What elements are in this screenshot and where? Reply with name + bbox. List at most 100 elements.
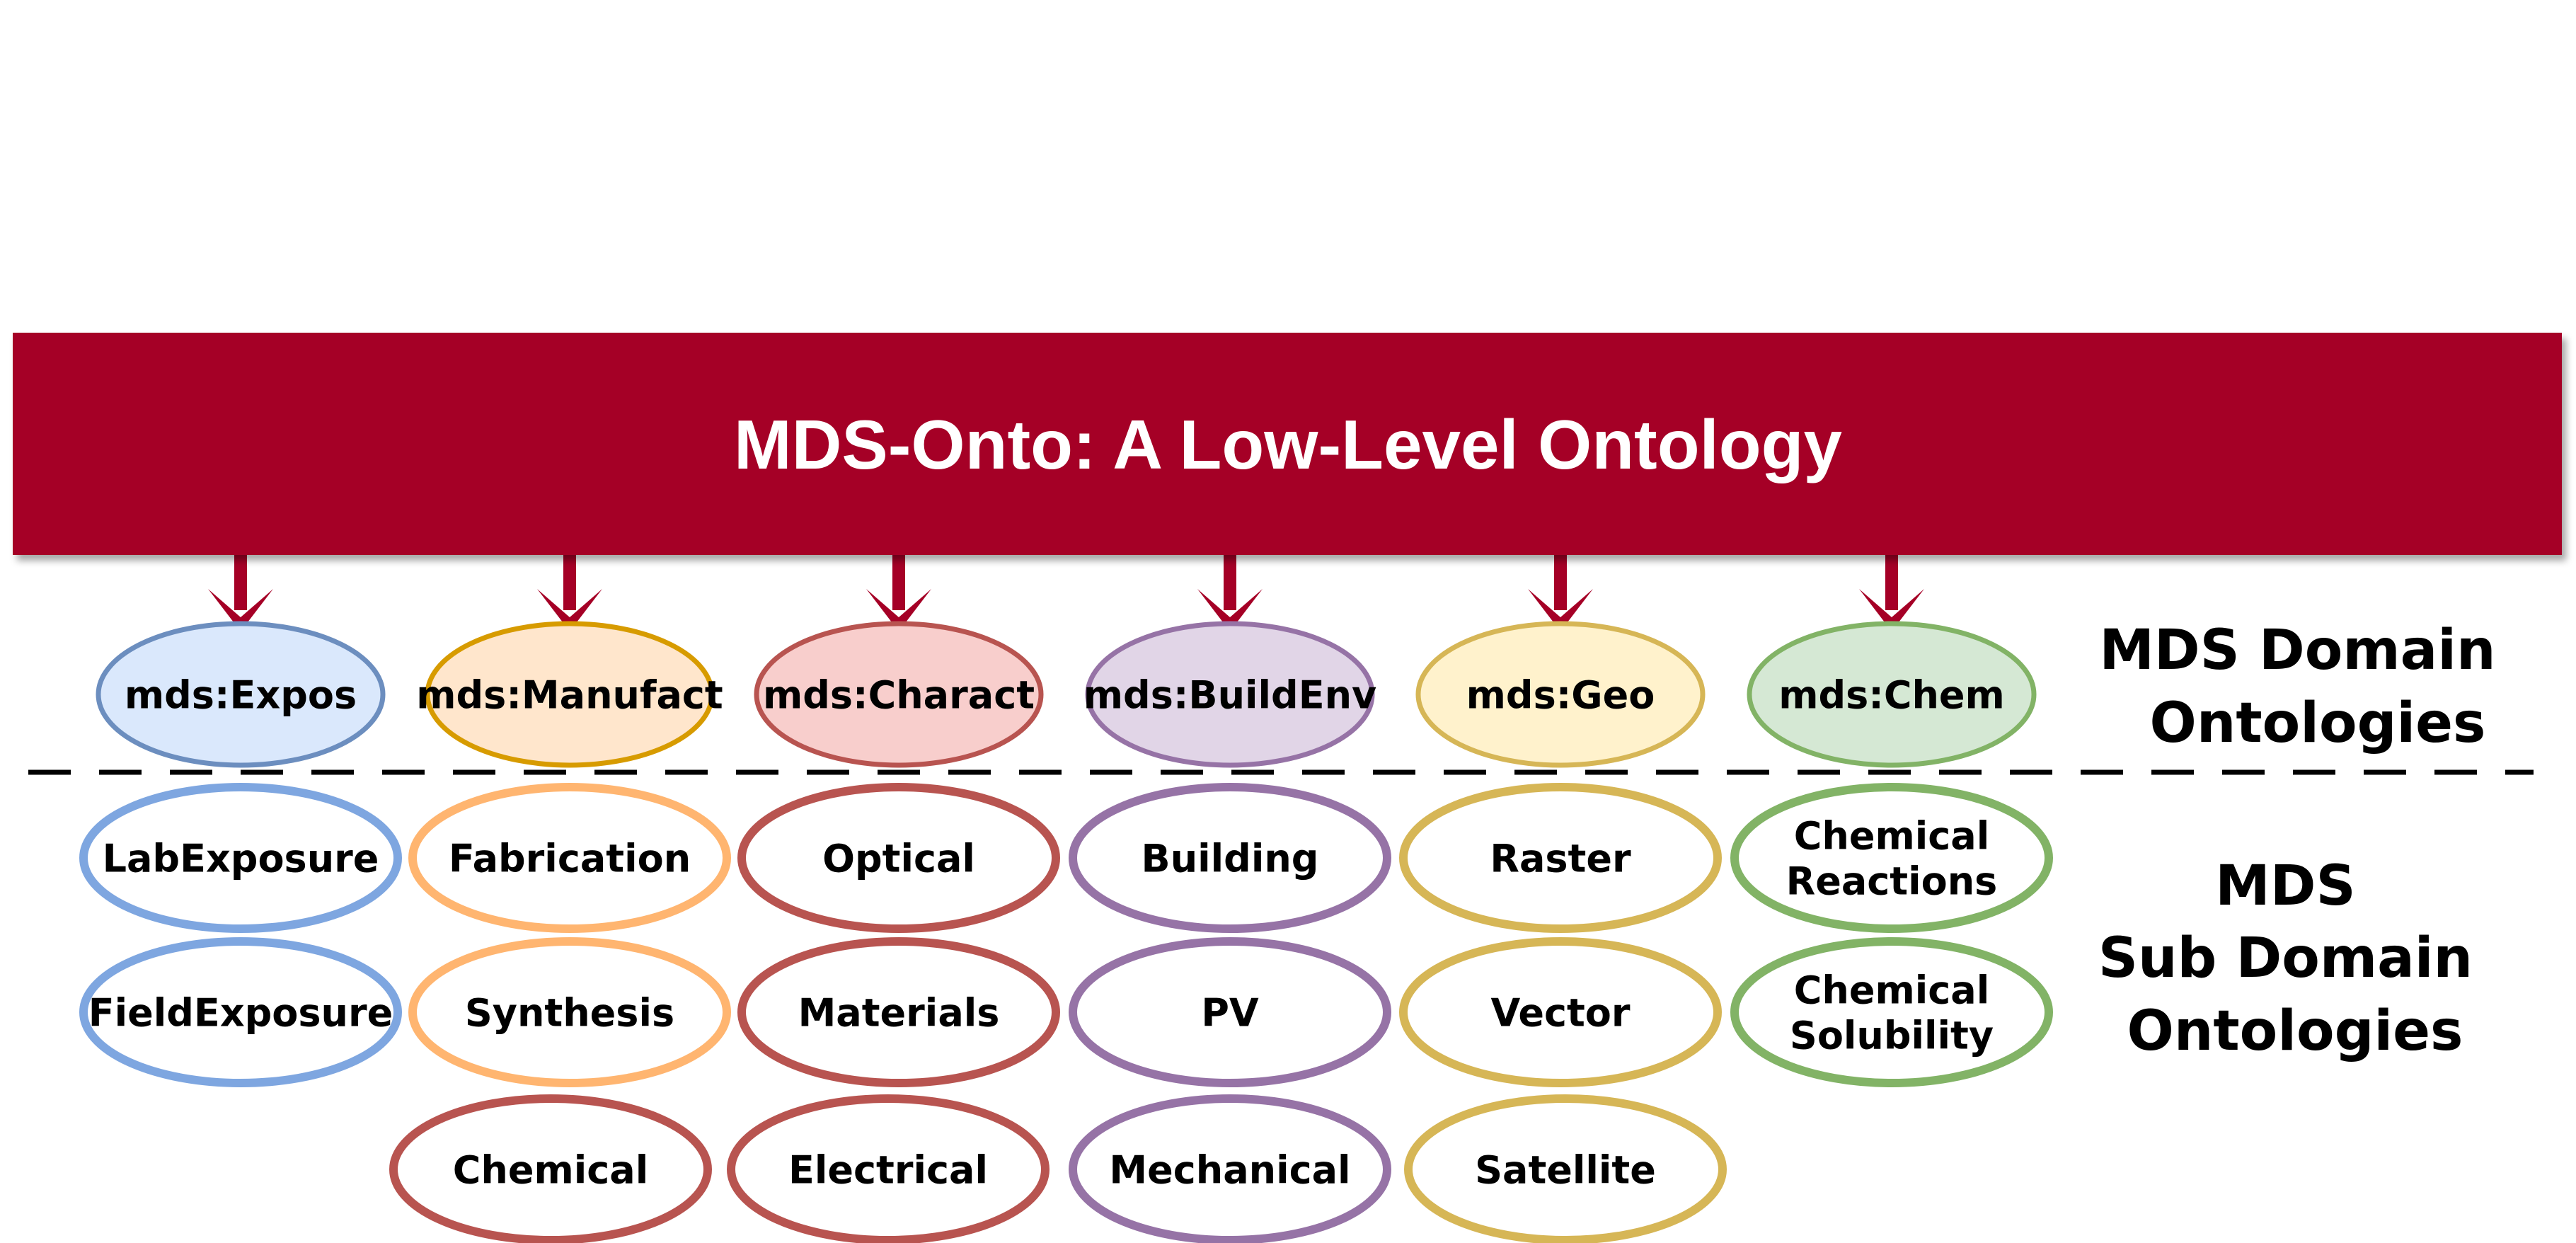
- subdomain-label: Synthesis: [465, 990, 674, 1035]
- subdomain-label-line: Fabrication: [449, 836, 691, 881]
- domain-ellipse: [425, 621, 715, 768]
- subdomain-label-line: Chemical: [1794, 968, 1989, 1013]
- domain-side-label-line: MDS Domain: [2099, 619, 2495, 682]
- arrow-mds-manufact: [537, 552, 602, 631]
- domain-label-line: mds:BuildEnv: [1083, 672, 1376, 717]
- subdomain-label: LabExposure: [103, 836, 379, 881]
- subdomain-label-line: Raster: [1490, 836, 1631, 881]
- subdomain-ellipse: [408, 937, 731, 1087]
- arrow-shaft: [1224, 552, 1236, 610]
- domain-node-mds-buildenv[interactable]: mds:BuildEnv: [1083, 621, 1376, 768]
- subdomain-label-line: PV: [1201, 990, 1259, 1035]
- domain-label: mds:Manufact: [416, 672, 723, 717]
- domain-ellipse: [1415, 621, 1706, 768]
- subdomain-node-electrical[interactable]: Electrical: [727, 1094, 1050, 1243]
- subdomain-node-building[interactable]: Building: [1069, 783, 1391, 933]
- subdomain-ellipse: [1730, 783, 2053, 933]
- subdomain-ellipse: [79, 783, 402, 933]
- domain-side-label-line: Ontologies: [2150, 692, 2486, 755]
- subdomain-label: FieldExposure: [88, 990, 393, 1035]
- subdomain-label-line: Optical: [822, 836, 975, 881]
- subdomain-label: Vector: [1490, 990, 1630, 1035]
- subdomain-label-line: Chemical: [1794, 814, 1989, 859]
- subdomain-side-label: MDS Sub Domain Ontologies: [2098, 854, 2492, 1063]
- subdomain-label: Mechanical: [1109, 1147, 1350, 1192]
- subdomain-ellipse: [1069, 937, 1391, 1087]
- subdomain-node-fieldexposure[interactable]: FieldExposure: [79, 937, 402, 1087]
- subdomain-ellipse: [737, 783, 1060, 933]
- subdomain-node-vector[interactable]: Vector: [1399, 937, 1722, 1087]
- subdomain-node-optical[interactable]: Optical: [737, 783, 1060, 933]
- subdomain-label-line: Satellite: [1475, 1147, 1656, 1192]
- subdomain-ellipse: [389, 1094, 712, 1243]
- subdomain-label: Chemical: [453, 1147, 648, 1192]
- ontology-banner: [13, 333, 2562, 555]
- arrow-mds-geo: [1528, 552, 1593, 631]
- subdomain-ellipse: [737, 937, 1060, 1087]
- domain-node-mds-geo[interactable]: mds:Geo: [1415, 621, 1706, 768]
- domain-label: mds:Charact: [763, 672, 1035, 717]
- subdomain-ellipse: [79, 937, 402, 1087]
- subdomain-ellipse: [1404, 1094, 1727, 1243]
- subdomain-node-chemical-reactions[interactable]: Chemical Reactions: [1730, 783, 2053, 933]
- subdomain-ellipse: [1069, 1094, 1391, 1243]
- domain-side-label: MDS Domain Ontologies: [2099, 619, 2514, 755]
- subdomain-node-satellite[interactable]: Satellite: [1404, 1094, 1727, 1243]
- subdomain-label: Satellite: [1475, 1147, 1656, 1192]
- banner-title: MDS-Onto: A Low-Level Ontology: [734, 406, 1842, 483]
- domain-node-mds-manufact[interactable]: mds:Manufact: [416, 621, 723, 768]
- domain-node-mds-charact[interactable]: mds:Charact: [754, 621, 1044, 768]
- subdomain-side-label-line: Ontologies: [2127, 999, 2463, 1063]
- domain-label-line: mds:Expos: [125, 672, 357, 717]
- domain-label-line: mds:Geo: [1466, 672, 1655, 717]
- subdomain-label-line: Vector: [1490, 990, 1630, 1035]
- arrow-shaft: [1885, 552, 1898, 610]
- arrow-shaft: [234, 552, 247, 610]
- subdomain-label-line: Building: [1142, 836, 1319, 881]
- subdomain-label: Raster: [1490, 836, 1631, 881]
- domain-node-mds-chem[interactable]: mds:Chem: [1747, 621, 2037, 768]
- subdomain-ellipse: [1730, 937, 2053, 1087]
- arrow-shaft: [892, 552, 905, 610]
- subdomain-node-mechanical[interactable]: Mechanical: [1069, 1094, 1391, 1243]
- subdomain-side-label-line: Sub Domain: [2098, 927, 2473, 990]
- domain-label: mds:BuildEnv: [1083, 672, 1376, 717]
- subdomain-node-synthesis[interactable]: Synthesis: [408, 937, 731, 1087]
- domain-node-mds-expos[interactable]: mds:Expos: [96, 621, 386, 768]
- domain-label: mds:Chem: [1778, 672, 2005, 717]
- subdomain-label-line: FieldExposure: [88, 990, 393, 1035]
- subdomain-label: Electrical: [788, 1147, 988, 1192]
- subdomain-node-raster[interactable]: Raster: [1399, 783, 1722, 933]
- subdomain-label-line: Reactions: [1786, 859, 1998, 903]
- domain-label-line: mds:Charact: [763, 672, 1035, 717]
- subdomain-node-pv[interactable]: PV: [1069, 937, 1391, 1087]
- domain-ellipse: [754, 621, 1044, 768]
- subdomain-label-line: Solubility: [1790, 1013, 1994, 1058]
- subdomain-label: Fabrication: [449, 836, 691, 881]
- arrow-shaft: [1554, 552, 1567, 610]
- arrow-mds-charact: [866, 552, 931, 631]
- subdomain-label: Chemical Reactions: [1786, 814, 1998, 904]
- domain-ontologies: mds:Expos mds:Manufact mds:Charact mds:Buil…: [96, 621, 2037, 768]
- subdomain-node-fabrication[interactable]: Fabrication: [408, 783, 731, 933]
- subdomain-node-chemical-solubility[interactable]: Chemical Solubility: [1730, 937, 2053, 1087]
- subdomain-node-chemical[interactable]: Chemical: [389, 1094, 712, 1243]
- domain-label-line: mds:Manufact: [416, 672, 723, 717]
- arrow-mds-buildenv: [1197, 552, 1263, 631]
- subdomain-node-labexposure[interactable]: LabExposure: [79, 783, 402, 933]
- subdomain-label-line: Electrical: [788, 1147, 988, 1192]
- subdomain-ellipse: [727, 1094, 1050, 1243]
- domain-label-line: mds:Chem: [1778, 672, 2005, 717]
- subdomain-node-materials[interactable]: Materials: [737, 937, 1060, 1087]
- subdomain-label: Materials: [798, 990, 1000, 1035]
- domain-label: mds:Geo: [1466, 672, 1655, 717]
- subdomain-ontologies: LabExposure FieldExposure Fabrication Synth…: [79, 783, 2053, 1243]
- domain-ellipse: [1747, 621, 2037, 768]
- subdomain-label: Chemical Solubility: [1790, 968, 1994, 1058]
- subdomain-label-line: Synthesis: [465, 990, 674, 1035]
- arrow-mds-expos: [208, 552, 273, 631]
- arrow-group: [208, 552, 1924, 631]
- subdomain-label-line: Mechanical: [1109, 1147, 1350, 1192]
- arrow-mds-chem: [1859, 552, 1924, 631]
